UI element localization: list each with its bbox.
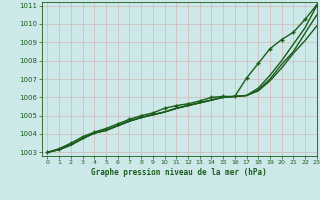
X-axis label: Graphe pression niveau de la mer (hPa): Graphe pression niveau de la mer (hPa) <box>91 168 267 177</box>
